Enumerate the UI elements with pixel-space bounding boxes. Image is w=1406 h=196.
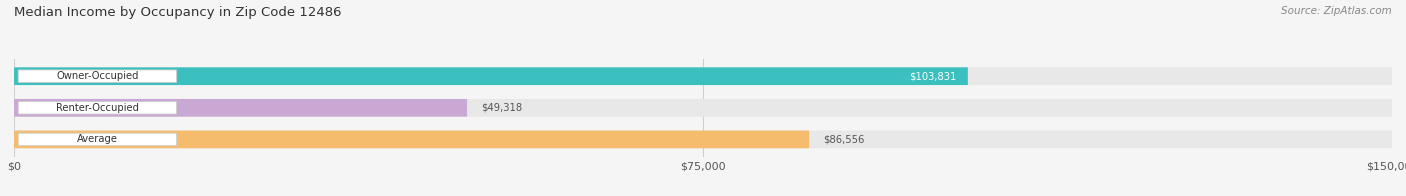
Text: Renter-Occupied: Renter-Occupied <box>56 103 139 113</box>
Text: $103,831: $103,831 <box>910 71 957 81</box>
FancyBboxPatch shape <box>14 131 808 148</box>
Text: Source: ZipAtlas.com: Source: ZipAtlas.com <box>1281 6 1392 16</box>
Text: Average: Average <box>77 134 118 144</box>
FancyBboxPatch shape <box>18 102 177 114</box>
Text: Median Income by Occupancy in Zip Code 12486: Median Income by Occupancy in Zip Code 1… <box>14 6 342 19</box>
Text: $86,556: $86,556 <box>823 134 865 144</box>
FancyBboxPatch shape <box>14 99 1392 117</box>
FancyBboxPatch shape <box>14 99 467 117</box>
FancyBboxPatch shape <box>14 131 1392 148</box>
FancyBboxPatch shape <box>18 133 177 146</box>
Text: Owner-Occupied: Owner-Occupied <box>56 71 139 81</box>
FancyBboxPatch shape <box>18 70 177 83</box>
FancyBboxPatch shape <box>14 67 1392 85</box>
Text: $49,318: $49,318 <box>481 103 522 113</box>
FancyBboxPatch shape <box>14 67 967 85</box>
